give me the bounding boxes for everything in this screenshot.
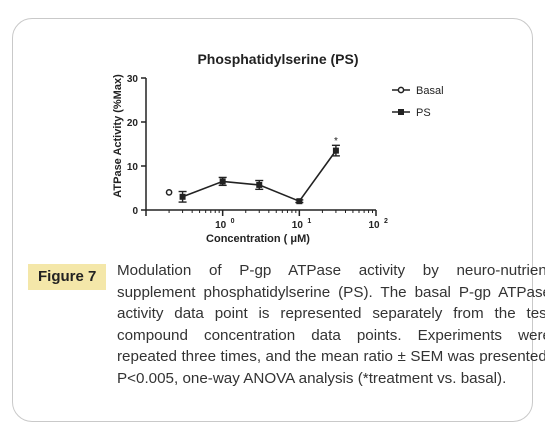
chart: Phosphatidylserine (PS) ATPase Activity … <box>112 51 444 245</box>
legend-marker-basal <box>397 86 405 94</box>
x-tick-exponent: 2 <box>384 218 388 225</box>
x-tick-exponent: 1 <box>307 218 311 225</box>
x-tick-exponent: 0 <box>231 218 235 225</box>
y-tick-label: 0 <box>132 206 138 217</box>
y-axis-label: ATPase Activity (%Max) <box>112 74 124 198</box>
data-point-ps <box>179 193 186 200</box>
figure-card <box>12 18 533 422</box>
chart-title: Phosphatidylserine (PS) <box>197 51 358 67</box>
x-tick-label: 10 <box>368 220 380 231</box>
data-point-ps <box>256 181 263 188</box>
data-point-ps <box>219 178 226 185</box>
figure-label: Figure 7 <box>28 264 107 290</box>
y-tick-label: 10 <box>127 162 139 173</box>
y-tick-label: 20 <box>127 118 139 129</box>
x-tick-label: 10 <box>292 220 304 231</box>
figure-caption-text: Modulation of P-gp ATPase activity by ne… <box>117 262 545 387</box>
legend-marker-ps <box>398 109 404 115</box>
chart-marks: * <box>165 136 340 205</box>
legend-label: Basal <box>416 85 444 97</box>
significance-asterisk: * <box>334 136 338 147</box>
legend: Basal PS <box>392 85 444 119</box>
data-point-ps <box>296 198 303 205</box>
series-line <box>182 150 337 203</box>
data-point-ps <box>332 147 339 154</box>
x-tick-label: 10 <box>215 220 227 231</box>
x-axis-label: Concentration ( μM) <box>206 233 310 245</box>
legend-label: PS <box>416 107 431 119</box>
data-point-basal <box>165 189 173 196</box>
y-tick-label: 30 <box>127 74 139 85</box>
